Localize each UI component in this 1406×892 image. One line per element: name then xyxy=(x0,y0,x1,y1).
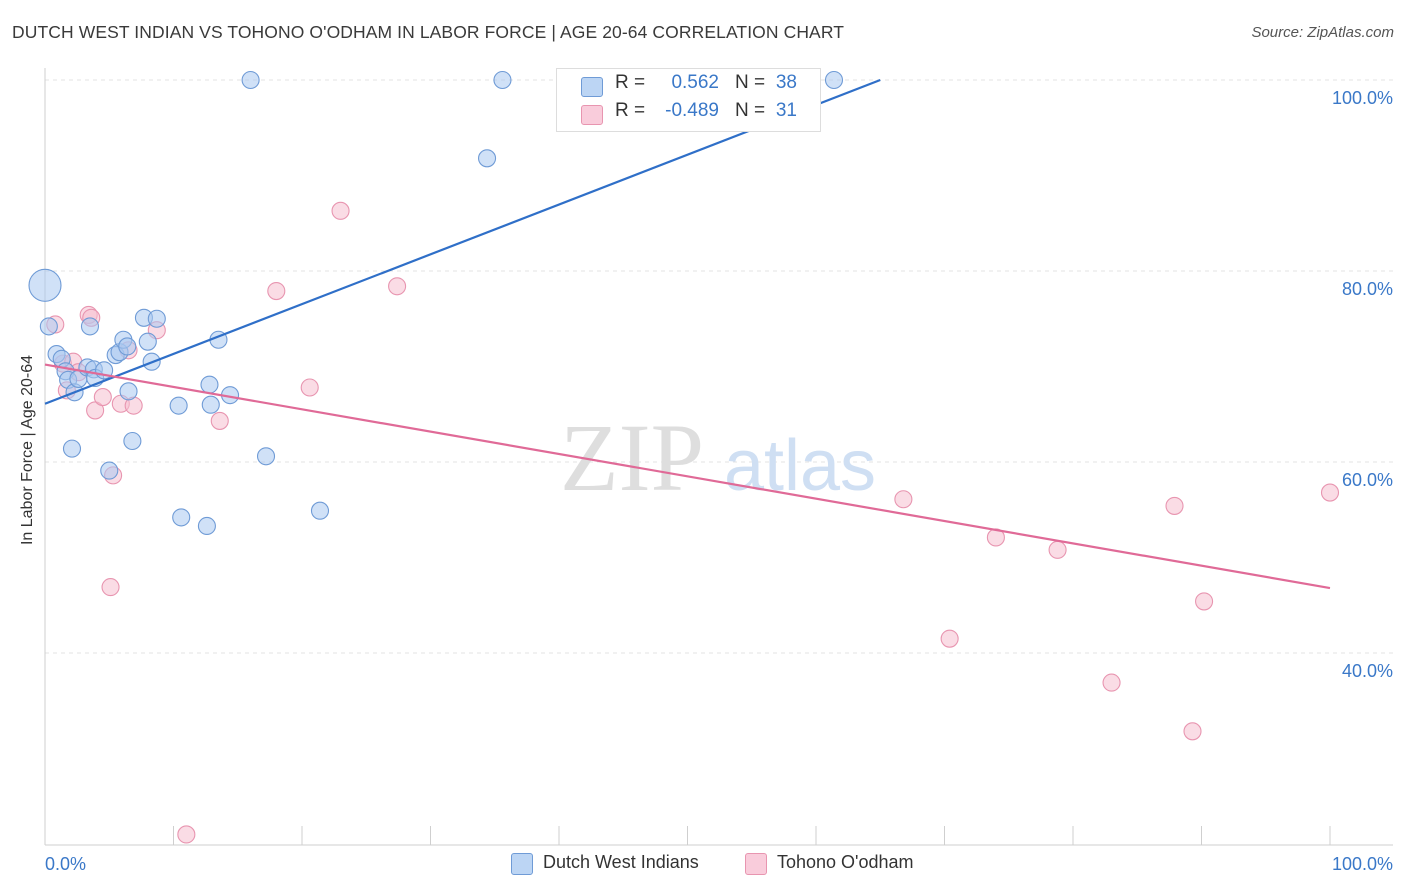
point-tohono-oodham xyxy=(894,490,913,509)
r-value: -0.489 xyxy=(665,100,719,121)
stats-row-blue: R = 0.562 N = 38 xyxy=(557,72,820,102)
point-dutch-west-indians xyxy=(241,70,260,90)
point-tohono-oodham xyxy=(267,282,286,301)
point-tohono-oodham xyxy=(1048,540,1067,559)
point-tohono-oodham xyxy=(177,825,196,844)
n-label: N = xyxy=(735,72,766,93)
n-label: N = xyxy=(735,100,766,121)
point-dutch-west-indians xyxy=(493,70,512,90)
point-tohono-oodham xyxy=(388,277,407,296)
point-dutch-west-indians xyxy=(477,149,497,168)
y-tick-label: 60.0% xyxy=(1342,470,1393,490)
stats-legend: R = 0.562 N = 38 R = -0.489 N = 31 xyxy=(556,68,821,132)
y-tick-label: 80.0% xyxy=(1342,279,1393,299)
point-dutch-west-indians xyxy=(200,375,219,394)
n-value: 31 xyxy=(775,100,797,121)
legend-swatch-pink xyxy=(745,853,767,875)
legend-label: Dutch West Indians xyxy=(543,852,699,872)
point-dutch-west-indians xyxy=(138,332,157,351)
r-label: R = xyxy=(615,72,646,93)
pink-swatch xyxy=(581,105,603,125)
n-value: 38 xyxy=(775,72,797,93)
point-dutch-west-indians xyxy=(169,396,188,415)
r-value: 0.562 xyxy=(671,72,719,93)
y-axis-label-wrap: In Labor Force | Age 20-64 xyxy=(16,300,40,600)
axis-layer xyxy=(44,68,1393,846)
point-tohono-oodham xyxy=(1183,722,1202,741)
point-tohono-oodham xyxy=(1165,496,1184,515)
chart-title: DUTCH WEST INDIAN VS TOHONO O'ODHAM IN L… xyxy=(12,22,845,42)
x-tick-label: 0.0% xyxy=(45,854,86,874)
point-dutch-west-indians xyxy=(256,447,276,466)
trend-line-dutch-west-indians xyxy=(44,78,881,405)
stats-row-pink: R = -0.489 N = 31 xyxy=(557,100,820,130)
point-dutch-west-indians xyxy=(147,309,166,328)
point-dutch-west-indians xyxy=(201,395,220,414)
point-dutch-west-indians xyxy=(824,70,844,90)
series-legend: Dutch West Indians Tohono O'odham xyxy=(0,852,1406,876)
point-dutch-west-indians xyxy=(118,337,137,356)
point-dutch-west-indians xyxy=(62,439,82,458)
point-tohono-oodham xyxy=(101,578,120,597)
point-dutch-west-indians xyxy=(123,431,142,451)
point-tohono-oodham xyxy=(86,401,105,420)
point-dutch-west-indians xyxy=(80,317,100,336)
r-label: R = xyxy=(615,100,646,121)
point-tohono-oodham xyxy=(1195,592,1214,611)
trend-line-tohono-oodham xyxy=(44,363,1331,590)
point-dutch-west-indians xyxy=(100,461,119,480)
x-tick-label: 100.0% xyxy=(1332,854,1393,874)
point-tohono-oodham xyxy=(1102,673,1121,692)
blue-swatch xyxy=(581,77,603,97)
point-tohono-oodham xyxy=(331,201,350,220)
point-tohono-oodham xyxy=(1320,483,1340,502)
point-tohono-oodham xyxy=(93,388,112,407)
watermark-atlas: atlas xyxy=(724,426,876,506)
point-dutch-west-indians xyxy=(39,317,58,336)
point-dutch-west-indians xyxy=(172,508,191,527)
tick-label-layer: 40.0% 60.0% 80.0% 100.0% 0.0% 100.0% xyxy=(45,88,1393,874)
legend-label: Tohono O'odham xyxy=(777,852,914,872)
watermark: ZIP atlas xyxy=(560,404,876,511)
point-tohono-oodham xyxy=(300,378,319,397)
grid-layer xyxy=(45,79,1393,654)
y-tick-label: 100.0% xyxy=(1332,88,1393,108)
trend-layer xyxy=(44,78,1331,590)
point-tohono-oodham xyxy=(940,629,959,648)
point-dutch-west-indians xyxy=(28,268,62,302)
point-dutch-west-indians xyxy=(119,382,138,401)
y-tick-label: 40.0% xyxy=(1342,661,1393,681)
point-dutch-west-indians xyxy=(197,516,216,536)
legend-swatch-blue xyxy=(511,853,533,875)
point-tohono-oodham xyxy=(210,411,229,430)
y-axis-label: In Labor Force | Age 20-64 xyxy=(19,354,36,546)
source-credit: Source: ZipAtlas.com xyxy=(1251,24,1394,41)
points-layer xyxy=(28,70,1340,844)
point-dutch-west-indians xyxy=(310,501,330,520)
